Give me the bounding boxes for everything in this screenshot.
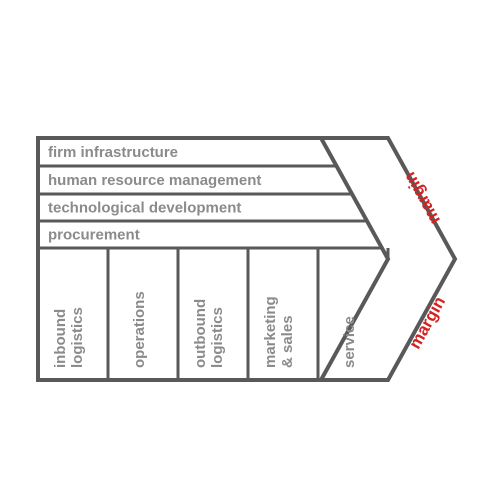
svg-text:operations: operations [131, 291, 148, 368]
svg-text:& sales: & sales [279, 315, 296, 368]
svg-text:inbound: inbound [52, 309, 69, 368]
support-activity-0: firm infrastructure [48, 144, 178, 161]
svg-text:outbound: outbound [192, 299, 209, 368]
support-activity-2: technological development [48, 200, 241, 217]
value-chain-diagram: firm infrastructure human resource manage… [0, 0, 500, 500]
support-activity-1: human resource management [48, 172, 261, 189]
svg-text:marketing: marketing [262, 296, 279, 368]
primary-activity-2: outboundlogistics [192, 299, 226, 368]
margin-label-upper: margin [400, 169, 444, 228]
support-activity-3: procurement [48, 227, 140, 244]
svg-text:logistics: logistics [209, 307, 226, 368]
primary-activity-4: service [341, 316, 358, 368]
primary-activity-0: inboundlogistics [52, 307, 86, 368]
svg-text:service: service [341, 316, 358, 368]
margin-label-lower: margin [405, 293, 449, 352]
svg-text:logistics: logistics [69, 307, 86, 368]
primary-activity-1: operations [131, 291, 148, 368]
primary-activity-3: marketing& sales [262, 296, 296, 368]
